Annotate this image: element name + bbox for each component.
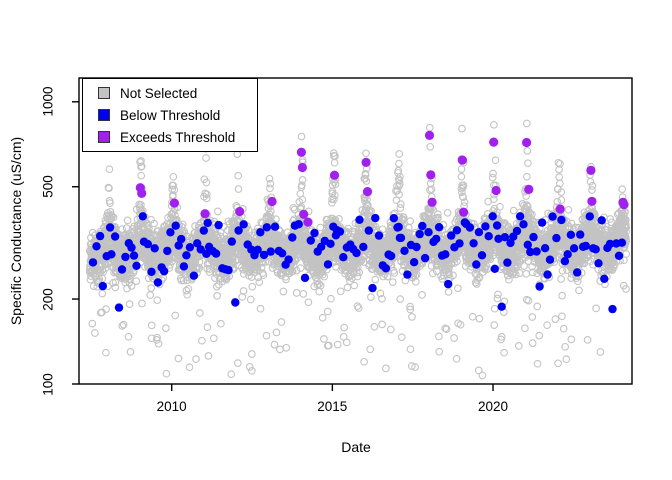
- legend: Not Selected Below Threshold Exceeds Thr…: [82, 78, 258, 152]
- exceeds-threshold-swatch-icon: [98, 131, 110, 143]
- not-selected-swatch-icon: [98, 87, 110, 99]
- y-tick-200: 200: [40, 287, 56, 311]
- y-tick-1000: 1000: [40, 86, 56, 117]
- legend-label-below-threshold: Below Threshold: [120, 107, 221, 123]
- below-threshold-swatch-icon: [98, 109, 110, 121]
- y-axis-title: Specific Conductance (uS/cm): [8, 136, 24, 326]
- legend-label-exceeds-threshold: Exceeds Threshold: [120, 129, 236, 145]
- x-tick-2015: 2015: [317, 399, 348, 414]
- legend-item-exceeds-threshold: Exceeds Threshold: [83, 126, 257, 148]
- legend-item-not-selected: Not Selected: [83, 82, 257, 104]
- y-tick-500: 500: [40, 175, 56, 198]
- x-axis-title: Date: [341, 439, 371, 455]
- x-tick-2020: 2020: [477, 399, 509, 414]
- x-tick-2010: 2010: [156, 399, 187, 414]
- y-tick-100: 100: [40, 372, 56, 396]
- series-exceeds-threshold: [135, 130, 629, 227]
- legend-item-below-threshold: Below Threshold: [83, 104, 257, 126]
- series-below-threshold: [88, 212, 627, 314]
- plot-border: [78, 77, 633, 385]
- legend-label-not-selected: Not Selected: [120, 85, 198, 101]
